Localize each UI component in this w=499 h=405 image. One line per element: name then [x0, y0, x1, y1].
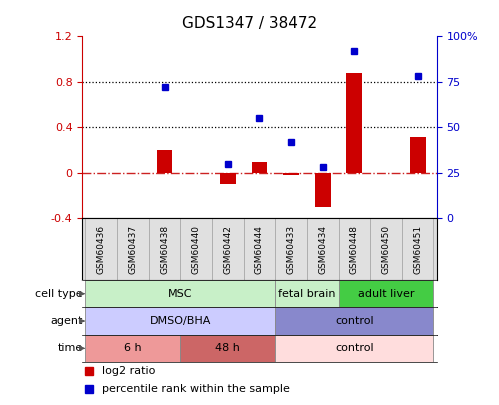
Text: GSM60444: GSM60444 [255, 225, 264, 274]
Text: control: control [335, 343, 374, 353]
Bar [117, 218, 149, 280]
Text: GSM60433: GSM60433 [286, 225, 295, 274]
Text: control: control [335, 316, 374, 326]
Text: agent: agent [50, 316, 83, 326]
Bar [283, 173, 299, 175]
Text: GSM60436: GSM60436 [97, 225, 106, 274]
Bar [85, 335, 181, 362]
Bar [157, 150, 173, 173]
Text: time: time [58, 343, 83, 353]
Text: GSM60437: GSM60437 [128, 225, 137, 274]
Bar [181, 335, 275, 362]
Bar [85, 280, 275, 307]
Text: GSM60450: GSM60450 [382, 225, 391, 274]
Bar [346, 73, 362, 173]
Text: GSM60434: GSM60434 [318, 225, 327, 274]
Bar [251, 162, 267, 173]
Bar [181, 218, 212, 280]
Bar [338, 280, 434, 307]
Bar [85, 307, 275, 335]
Text: GSM60448: GSM60448 [350, 225, 359, 274]
Bar [212, 218, 244, 280]
Bar [220, 173, 236, 184]
Text: 48 h: 48 h [216, 343, 241, 353]
Text: log2 ratio: log2 ratio [102, 366, 155, 375]
Bar [410, 136, 426, 173]
Text: fetal brain: fetal brain [278, 289, 336, 299]
Text: cell type: cell type [35, 289, 83, 299]
Text: GSM60440: GSM60440 [192, 225, 201, 274]
Bar [275, 335, 434, 362]
Text: adult liver: adult liver [358, 289, 414, 299]
Bar [370, 218, 402, 280]
Text: GSM60438: GSM60438 [160, 225, 169, 274]
Text: percentile rank within the sample: percentile rank within the sample [102, 384, 290, 394]
Bar [275, 307, 434, 335]
Bar [402, 218, 434, 280]
Bar [275, 280, 338, 307]
Text: 6 h: 6 h [124, 343, 142, 353]
Text: MSC: MSC [168, 289, 193, 299]
Text: GSM60442: GSM60442 [224, 225, 233, 274]
Text: DMSO/BHA: DMSO/BHA [150, 316, 211, 326]
Bar [307, 218, 338, 280]
Bar [275, 218, 307, 280]
Bar [149, 218, 181, 280]
Bar [244, 218, 275, 280]
Bar [85, 218, 117, 280]
Text: GSM60451: GSM60451 [413, 225, 422, 274]
Text: GDS1347 / 38472: GDS1347 / 38472 [182, 16, 317, 31]
Bar [315, 173, 331, 207]
Bar [338, 218, 370, 280]
